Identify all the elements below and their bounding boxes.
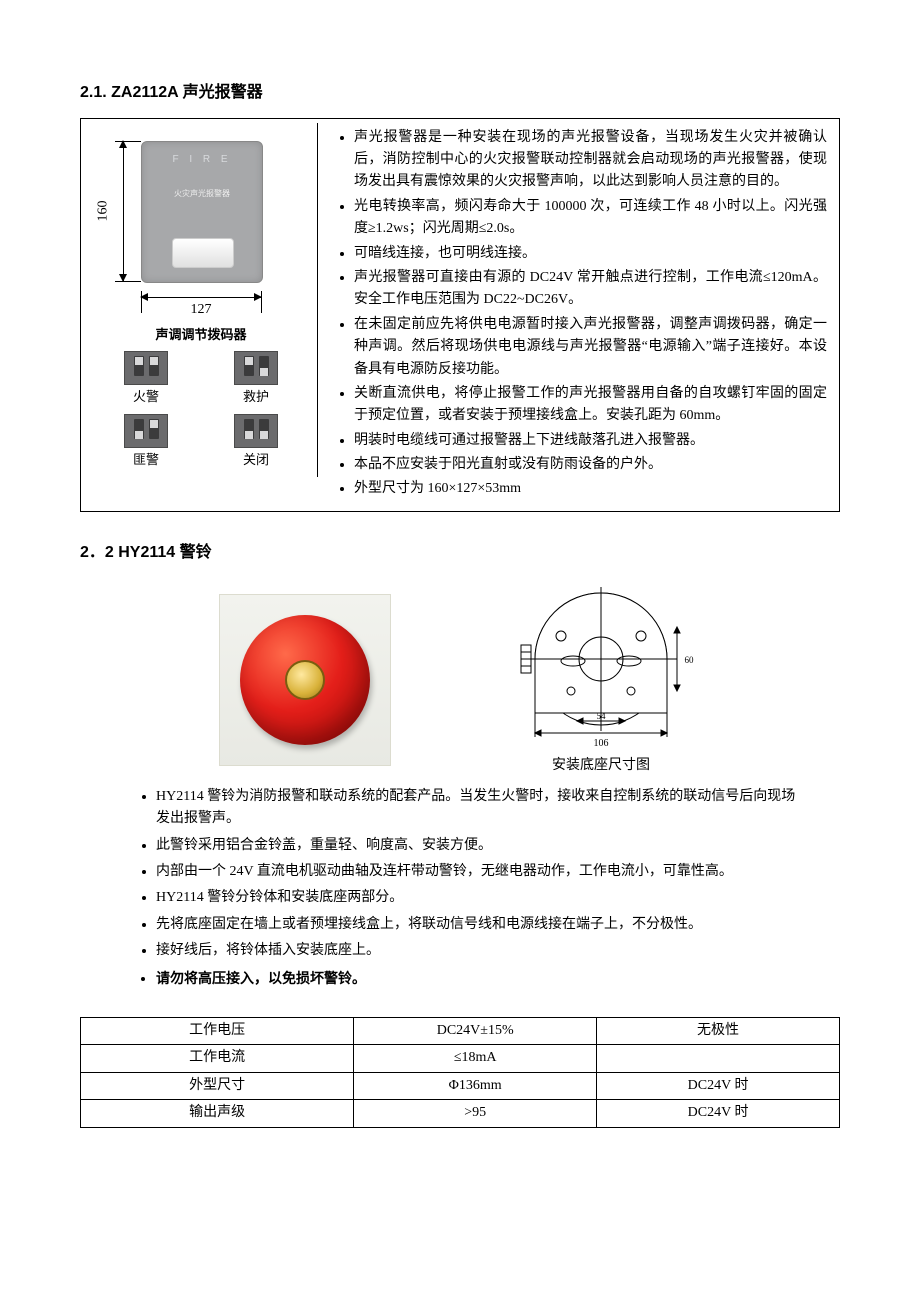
table-cell	[597, 1045, 840, 1072]
base-drawing: 106 54 60 安装底座尺寸图	[501, 581, 701, 777]
strobe-lamp-icon	[172, 238, 234, 268]
dip-switch-item: 匪警	[111, 414, 181, 471]
dip-switch-icon	[234, 414, 278, 448]
table-cell: ≤18mA	[354, 1045, 597, 1072]
dip-switch-icon	[124, 351, 168, 385]
device-dimension-figure: 160 F I R E 火灾声光报警器 127	[91, 129, 291, 319]
bullet-item: 外型尺寸为 160×127×53mm	[354, 478, 827, 500]
table-cell: DC24V 时	[597, 1072, 840, 1099]
table-cell: Φ136mm	[354, 1072, 597, 1099]
base-drawing-svg: 106 54 60	[501, 581, 701, 751]
bullet-item: HY2114 警铃分铃体和安装底座两部分。	[156, 887, 800, 909]
table-cell: 工作电流	[81, 1045, 354, 1072]
svg-text:60: 60	[685, 655, 695, 665]
svg-text:54: 54	[597, 711, 607, 721]
bullet-item: 内部由一个 24V 直流电机驱动曲轴及连杆带动警铃，无继电器动作，工作电流小，可…	[156, 861, 800, 883]
dip-switch-label: 火警	[111, 387, 181, 408]
spec-table: 工作电压DC24V±15%无极性工作电流≤18mA外型尺寸Φ136mmDC24V…	[80, 1017, 840, 1128]
bullet-item: 明装时电缆线可通过报警器上下进线敲落孔进入报警器。	[354, 430, 827, 452]
dip-switch-label: 救护	[221, 387, 291, 408]
table-row: 外型尺寸Φ136mmDC24V 时	[81, 1072, 840, 1099]
device-fire-label: F I R E	[142, 152, 262, 168]
table-cell: >95	[354, 1100, 597, 1127]
bullet-item: 接好线后，将铃体插入安装底座上。	[156, 940, 800, 962]
section1-content-box: 160 F I R E 火灾声光报警器 127 声调调节拨码器 火警 救护匪警 关闭…	[80, 118, 840, 512]
horizontal-dimension: 127	[141, 287, 261, 317]
bullet-item: 声光报警器可直接由有源的 DC24V 常开触点进行控制，工作电流≤120mA。安…	[354, 267, 827, 312]
table-row: 工作电压DC24V±15%无极性	[81, 1017, 840, 1044]
section2-bullet-list: HY2114 警铃为消防报警和联动系统的配套产品。当发生火警时，接收来自控制系统…	[120, 786, 800, 989]
bullet-item: 光电转换率高，频闪寿命大于 100000 次，可连续工作 48 小时以上。闪光强…	[354, 196, 827, 241]
bullet-item: 关断直流供电，将停止报警工作的声光报警器用自备的自攻螺钉牢固的固定于预定位置，或…	[354, 383, 827, 428]
dip-switch-grid: 火警 救护匪警 关闭	[91, 351, 311, 475]
bullet-item: 本品不应安装于阳光直射或没有防雨设备的户外。	[354, 454, 827, 476]
device-cn-label: 火灾声光报警器	[142, 188, 262, 201]
dip-switch-label: 匪警	[111, 450, 181, 471]
bullet-item: 可暗线连接，也可明线连接。	[354, 243, 827, 265]
section2-list-wrap: HY2114 警铃为消防报警和联动系统的配套产品。当发生火警时，接收来自控制系统…	[80, 786, 840, 989]
bell-icon	[240, 615, 370, 745]
table-cell: 输出声级	[81, 1100, 354, 1127]
section2-heading: 2．2 HY2114 警铃	[80, 540, 840, 566]
section1-left-column: 160 F I R E 火灾声光报警器 127 声调调节拨码器 火警 救护匪警 关闭	[85, 123, 318, 477]
bullet-item: HY2114 警铃为消防报警和联动系统的配套产品。当发生火警时，接收来自控制系统…	[156, 786, 800, 831]
section1-bullet-list: 声光报警器是一种安装在现场的声光报警设备，当现场发生火灾并被确认后，消防控制中心…	[332, 127, 827, 501]
bullet-item: 先将底座固定在墙上或者预埋接线盒上，将联动信号线和电源线接在端子上，不分极性。	[156, 914, 800, 936]
height-value: 160	[92, 200, 114, 221]
table-row: 工作电流≤18mA	[81, 1045, 840, 1072]
dip-switch-icon	[124, 414, 168, 448]
width-value: 127	[141, 299, 261, 321]
table-row: 输出声级>95DC24V 时	[81, 1100, 840, 1127]
base-drawing-caption: 安装底座尺寸图	[501, 755, 701, 777]
table-cell: DC24V 时	[597, 1100, 840, 1127]
dip-switch-item: 关闭	[221, 414, 291, 471]
table-cell: DC24V±15%	[354, 1017, 597, 1044]
bullet-item: 在未固定前应先将供电电源暂时接入声光报警器，调整声调拨码器，确定一种声调。然后将…	[354, 314, 827, 381]
table-cell: 无极性	[597, 1017, 840, 1044]
dip-switch-icon	[234, 351, 278, 385]
vertical-dimension: 160	[97, 141, 135, 281]
bullet-item: 此警铃采用铝合金铃盖，重量轻、响度高、安装方便。	[156, 835, 800, 857]
bell-photo	[219, 594, 391, 766]
dip-switch-item: 救护	[221, 351, 291, 408]
device-body-illustration: F I R E 火灾声光报警器	[141, 141, 263, 283]
dip-switch-title: 声调调节拨码器	[91, 325, 311, 346]
dip-switch-label: 关闭	[221, 450, 291, 471]
section1-right-column: 声光报警器是一种安装在现场的声光报警设备，当现场发生火灾并被确认后，消防控制中心…	[318, 123, 835, 507]
table-cell: 外型尺寸	[81, 1072, 354, 1099]
table-cell: 工作电压	[81, 1017, 354, 1044]
bullet-item-bold: 请勿将高压接入，以免损坏警铃。	[156, 967, 800, 989]
section1-heading: 2.1. ZA2112A 声光报警器	[80, 80, 840, 106]
bullet-item: 声光报警器是一种安装在现场的声光报警设备，当现场发生火灾并被确认后，消防控制中心…	[354, 127, 827, 194]
dip-switch-item: 火警	[111, 351, 181, 408]
section2-image-row: 106 54 60 安装底座尺寸图	[80, 581, 840, 777]
drawing-width-label: 106	[594, 738, 609, 749]
